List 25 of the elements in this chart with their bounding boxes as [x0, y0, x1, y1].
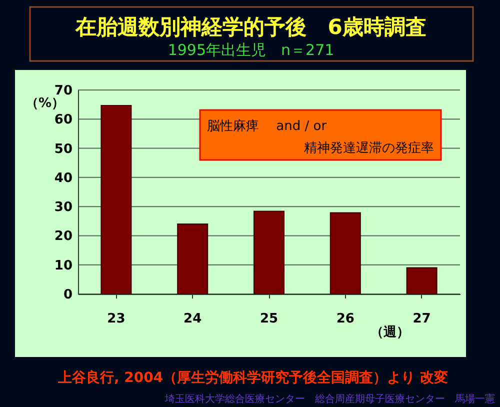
bar	[254, 210, 284, 294]
y-tick-label: 20	[54, 229, 72, 244]
bar	[406, 267, 438, 294]
bar	[100, 104, 132, 294]
y-tick-label: 50	[54, 142, 72, 157]
x-tick-label: 27	[412, 312, 431, 326]
bar	[177, 224, 208, 294]
text: 上谷良行, 2004（厚生労働科学研究予後全国調査）より 改変	[56, 369, 448, 386]
chart-title: 在胎週数別神経学的予後 6歳時調査	[74, 15, 426, 39]
annotation: 脳性麻痺 and / or 精神発達遅滞の発症率	[207, 119, 434, 156]
text: 埼玉医科大学総合医療センター 総合周産期母子医療センター 馬場一憲	[164, 393, 495, 405]
x-tick-label: 24	[184, 312, 202, 326]
y-axis-title: （%）	[25, 96, 65, 111]
y-tick-label: 60	[54, 112, 72, 128]
bar	[330, 212, 361, 294]
chart-subtitle: 1995年出生児 n＝271	[168, 41, 334, 59]
y-tick-label: 30	[54, 200, 72, 216]
y-tick-label: 40	[54, 170, 72, 186]
x-axis-title: （週）	[370, 325, 410, 340]
y-tick-label: 10	[54, 258, 72, 274]
y-tick-label: 0	[63, 288, 72, 302]
x-tick-label: 23	[107, 312, 126, 326]
x-tick-label: 26	[336, 312, 354, 326]
x-tick-label: 25	[260, 312, 278, 326]
y-tick-label: 70	[54, 84, 72, 98]
